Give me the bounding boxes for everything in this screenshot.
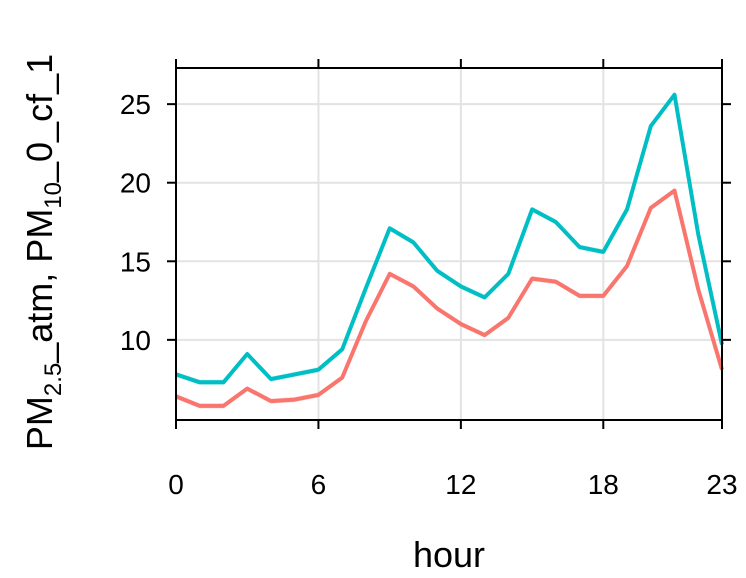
y-tick-label: 15 bbox=[120, 246, 151, 277]
x-tick-label: 12 bbox=[445, 469, 476, 500]
y-axis-title-subscript: 10 bbox=[40, 182, 67, 209]
x-tick-label: 23 bbox=[706, 469, 737, 500]
y-axis-title: PM2.5_atm, PM10_0_cf_1 bbox=[19, 54, 67, 450]
y-axis-title-part: _0_cf_1 bbox=[19, 54, 60, 183]
grid bbox=[176, 68, 722, 420]
series-band-1 bbox=[176, 188, 722, 409]
confidence-bands bbox=[176, 92, 722, 409]
x-tick-label: 6 bbox=[311, 469, 327, 500]
y-tick-label: 20 bbox=[120, 168, 151, 199]
plot-frame bbox=[175, 67, 723, 421]
y-axis-title-part: PM bbox=[19, 396, 60, 450]
y-axis-title-subscript: 2.5 bbox=[40, 363, 67, 396]
ticks: 0 6 12 18 23 10 15 20 25 bbox=[120, 59, 738, 500]
x-axis-title: hour bbox=[413, 534, 485, 575]
x-tick-label: 18 bbox=[588, 469, 619, 500]
series-line-0 bbox=[175, 92, 724, 385]
y-tick-label: 25 bbox=[120, 89, 151, 120]
series-lines bbox=[175, 92, 724, 408]
series-line-1 bbox=[175, 188, 724, 408]
y-axis-title-part: _atm, PM bbox=[19, 209, 60, 364]
x-tick-label: 0 bbox=[168, 469, 184, 500]
y-tick-label: 10 bbox=[120, 325, 151, 356]
